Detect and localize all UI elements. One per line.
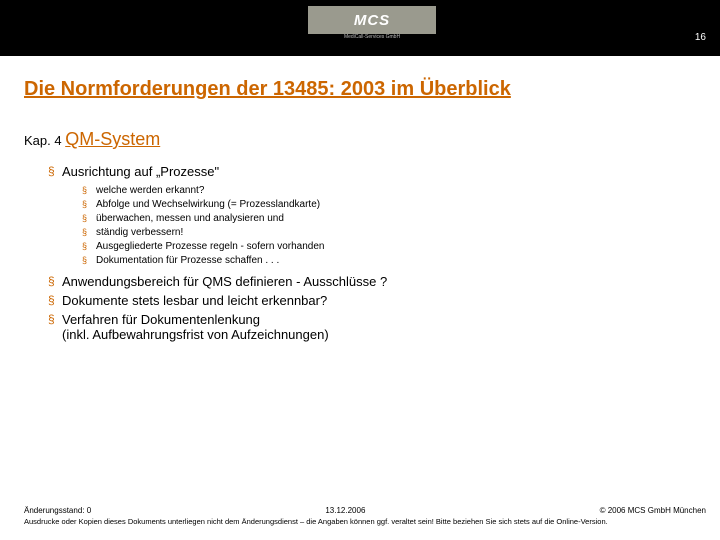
chapter-prefix: Kap. 4	[24, 133, 65, 148]
list-item: welche werden erkannt?	[82, 185, 720, 196]
logo: MCS	[308, 6, 436, 34]
list-item: Abfolge und Wechselwirkung (= Prozesslan…	[82, 199, 720, 210]
bullet-text: Verfahren für Dokumentenlenkung (inkl. A…	[62, 312, 329, 342]
topbar: MCS MediCall-Services GmbH 16	[0, 0, 720, 56]
footer-right: © 2006 MCS GmbH München	[600, 506, 706, 515]
bullet-text: überwachen, messen und analysieren und	[96, 213, 284, 224]
list-item: Anwendungsbereich für QMS definieren - A…	[48, 274, 720, 289]
footer: Änderungsstand: 0 13.12.2006 © 2006 MCS …	[24, 506, 706, 526]
bullet-text: Dokumente stets lesbar und leicht erkenn…	[62, 293, 327, 308]
bullet-text: Ausgegliederte Prozesse regeln - sofern …	[96, 241, 324, 252]
bullet-list: Ausrichtung auf „Prozesse" welche werden…	[48, 164, 720, 342]
bullet-text: Ausrichtung auf „Prozesse"	[62, 164, 219, 179]
logo-text: MCS	[354, 12, 390, 29]
list-item: Dokumente stets lesbar und leicht erkenn…	[48, 293, 720, 308]
bullet-text: Abfolge und Wechselwirkung (= Prozesslan…	[96, 199, 320, 210]
list-item: Verfahren für Dokumentenlenkung (inkl. A…	[48, 312, 720, 342]
bullet-text: ständig verbessern!	[96, 227, 183, 238]
list-item: ständig verbessern!	[82, 227, 720, 238]
bullet-text: Dokumentation für Prozesse schaffen . . …	[96, 255, 279, 266]
list-item: überwachen, messen und analysieren und	[82, 213, 720, 224]
content-area: Kap. 4 QM-System Ausrichtung auf „Prozes…	[24, 129, 720, 342]
logo-subtext: MediCall-Services GmbH	[308, 34, 436, 40]
list-item: Dokumentation für Prozesse schaffen . . …	[82, 255, 720, 266]
footer-row: Änderungsstand: 0 13.12.2006 © 2006 MCS …	[24, 506, 706, 515]
page-title: Die Normforderungen der 13485: 2003 im Ü…	[24, 78, 720, 101]
chapter-heading: QM-System	[65, 129, 160, 149]
footer-left: Änderungsstand: 0	[24, 506, 91, 515]
list-item: Ausrichtung auf „Prozesse" welche werden…	[48, 164, 720, 266]
footer-note: Ausdrucke oder Kopien dieses Dokuments u…	[24, 517, 706, 526]
list-item: Ausgegliederte Prozesse regeln - sofern …	[82, 241, 720, 252]
footer-center: 13.12.2006	[325, 506, 365, 515]
bullet-text: Anwendungsbereich für QMS definieren - A…	[62, 274, 387, 289]
chapter-line: Kap. 4 QM-System	[24, 129, 720, 150]
bullet-text: welche werden erkannt?	[96, 185, 204, 196]
sub-bullet-list: welche werden erkannt? Abfolge und Wechs…	[82, 185, 720, 266]
slide-number: 16	[695, 32, 706, 43]
